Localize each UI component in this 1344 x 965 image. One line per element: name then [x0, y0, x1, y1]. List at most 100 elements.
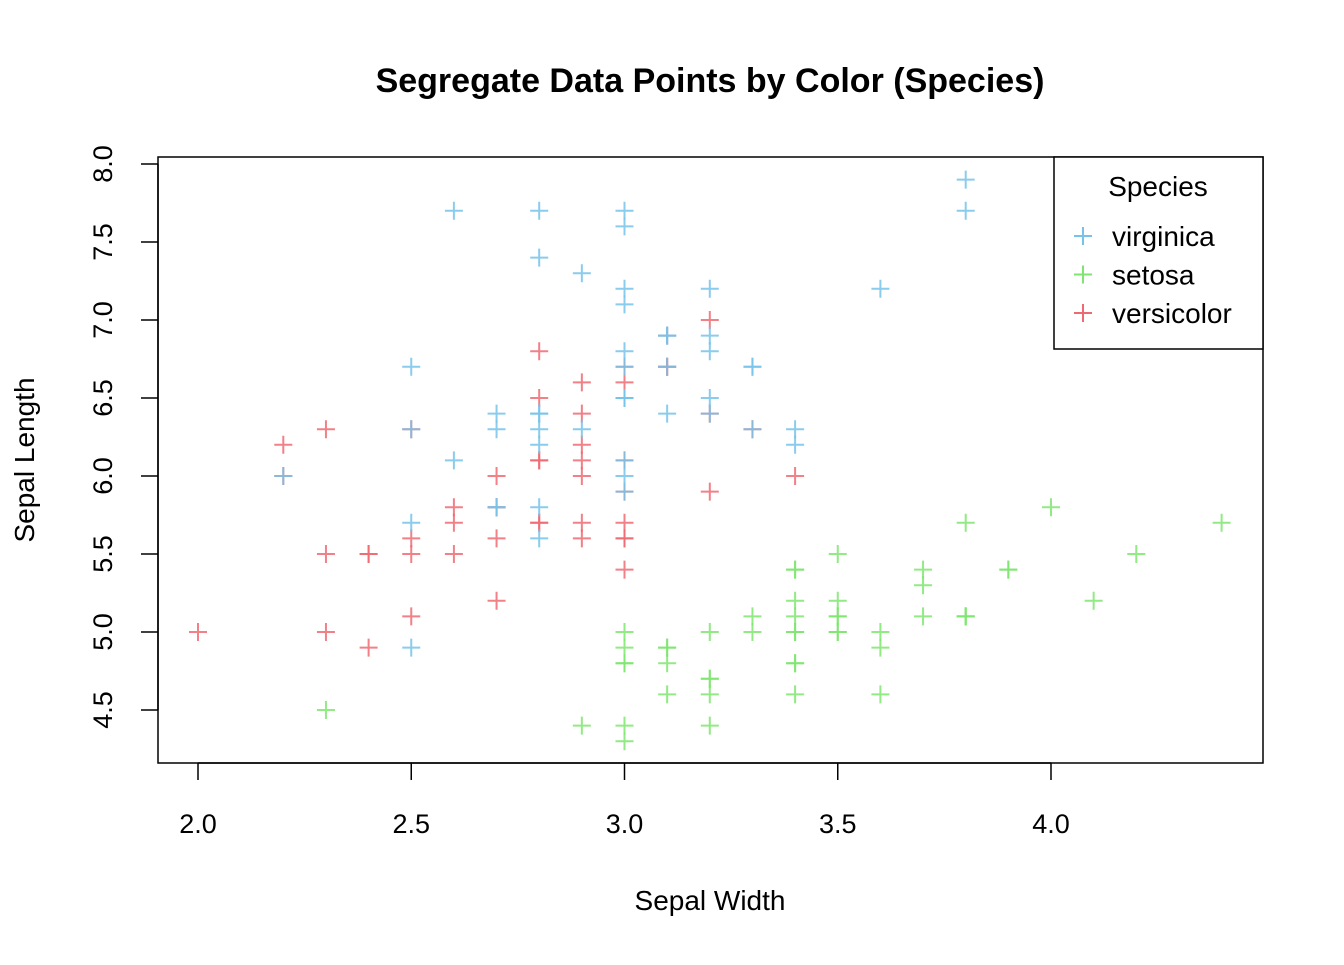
data-point-virginica — [530, 498, 549, 517]
data-point-setosa — [828, 623, 847, 641]
y-tick-label: 8.0 — [88, 145, 118, 183]
data-point-versicolor — [615, 513, 634, 532]
data-point-versicolor — [572, 404, 591, 423]
data-point-setosa — [999, 560, 1018, 579]
data-point-virginica — [530, 435, 549, 454]
data-point-virginica — [615, 279, 634, 298]
data-point-versicolor — [402, 545, 421, 563]
data-point-virginica — [700, 342, 719, 361]
data-point-virginica — [402, 638, 421, 657]
data-point-setosa — [615, 638, 634, 657]
y-tick-label: 7.0 — [88, 301, 118, 339]
data-point-versicolor — [530, 342, 549, 361]
data-point-virginica — [572, 420, 591, 439]
data-point-setosa — [615, 716, 634, 735]
data-point-virginica — [615, 342, 634, 361]
data-point-setosa — [700, 669, 719, 688]
data-point-versicolor — [572, 373, 591, 392]
data-point-setosa — [956, 607, 975, 626]
data-point-virginica — [402, 357, 421, 376]
data-point-setosa — [316, 701, 335, 719]
data-point-virginica — [444, 201, 463, 220]
data-point-versicolor — [615, 529, 634, 548]
legend-marker-versicolor — [1074, 304, 1092, 322]
legend-box — [1053, 156, 1264, 350]
data-point-versicolor — [572, 451, 591, 470]
data-point-virginica — [530, 201, 549, 220]
data-point-setosa — [956, 513, 975, 532]
data-point-setosa — [828, 607, 847, 626]
data-point-virginica — [615, 389, 634, 407]
data-point-virginica — [956, 201, 975, 220]
data-point-setosa — [700, 716, 719, 735]
data-point-versicolor — [487, 591, 506, 610]
data-point-versicolor — [274, 435, 293, 454]
data-point-setosa — [786, 560, 805, 579]
data-point-virginica — [530, 404, 549, 423]
x-axis: 2.0 2.5 3.0 3.5 4.0 — [179, 762, 1070, 839]
data-point-virginica — [487, 498, 506, 517]
data-point-versicolor — [402, 607, 421, 626]
data-point-versicolor — [316, 420, 335, 439]
data-point-setosa — [1127, 545, 1146, 563]
y-axis-label: Sepal Length — [9, 377, 40, 542]
data-point-setosa — [658, 654, 677, 673]
legend: Species virginica setosa versicolor — [1053, 156, 1264, 350]
data-point-versicolor — [786, 467, 805, 485]
data-point-setosa — [615, 732, 634, 751]
data-point-setosa — [658, 638, 677, 657]
legend-title: Species — [1108, 171, 1208, 202]
y-axis: 4.5 5.0 5.5 6.0 6.5 7.0 7.5 8.0 — [88, 145, 159, 729]
data-point-versicolor — [487, 467, 506, 485]
data-point-virginica — [658, 404, 677, 423]
data-point-virginica — [487, 404, 506, 423]
data-point-versicolor — [316, 545, 335, 563]
data-point-setosa — [1042, 498, 1060, 517]
data-point-versicolor — [572, 513, 591, 532]
data-point-versicolor — [316, 623, 335, 641]
data-point-versicolor — [444, 513, 463, 532]
data-point-versicolor — [530, 513, 549, 532]
legend-marker-setosa — [1074, 265, 1092, 284]
data-point-versicolor — [402, 529, 421, 548]
x-tick-label: 3.0 — [606, 809, 644, 839]
data-point-virginica — [786, 420, 805, 439]
x-tick-label: 2.5 — [392, 809, 430, 839]
data-point-setosa — [615, 623, 634, 641]
data-point-setosa — [743, 607, 762, 626]
data-point-virginica — [615, 357, 634, 376]
data-points — [189, 170, 1231, 751]
data-point-versicolor — [700, 311, 719, 329]
data-point-setosa — [786, 685, 805, 704]
data-point-setosa — [615, 654, 634, 673]
data-point-virginica — [743, 420, 762, 439]
data-point-virginica — [615, 295, 634, 314]
data-point-virginica — [658, 357, 677, 376]
data-point-versicolor — [530, 389, 549, 407]
data-point-versicolor — [572, 435, 591, 454]
data-point-virginica — [274, 467, 293, 485]
data-point-setosa — [786, 607, 805, 626]
data-point-setosa — [1212, 513, 1231, 532]
data-point-setosa — [914, 560, 933, 579]
legend-label-setosa: setosa — [1112, 260, 1195, 291]
data-point-virginica — [700, 389, 719, 407]
data-point-setosa — [914, 607, 933, 626]
legend-marker-virginica — [1074, 227, 1092, 245]
data-point-virginica — [956, 170, 975, 189]
data-point-versicolor — [615, 560, 634, 579]
y-tick-label: 5.5 — [88, 535, 118, 573]
data-point-versicolor — [444, 545, 463, 563]
data-point-virginica — [402, 513, 421, 532]
data-point-versicolor — [359, 545, 378, 563]
data-point-versicolor — [487, 529, 506, 548]
data-point-virginica — [615, 482, 634, 501]
data-point-setosa — [871, 623, 890, 641]
x-axis-label: Sepal Width — [635, 885, 786, 916]
legend-label-virginica: virginica — [1112, 221, 1215, 252]
data-point-versicolor — [572, 467, 591, 485]
y-tick-label: 7.5 — [88, 223, 118, 261]
data-point-setosa — [871, 685, 890, 704]
data-point-virginica — [615, 217, 634, 236]
